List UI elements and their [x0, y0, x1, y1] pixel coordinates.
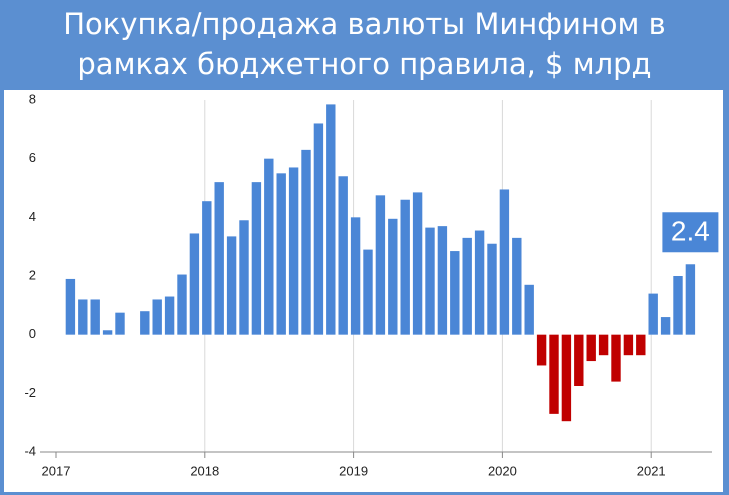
- y-tick-label: 0: [29, 326, 36, 341]
- bar: [660, 317, 671, 335]
- bar: [462, 237, 472, 335]
- bar: [214, 182, 224, 335]
- bar: [115, 312, 125, 335]
- bar: [685, 264, 696, 335]
- y-tick-label: -2: [24, 385, 36, 400]
- bar: [536, 334, 547, 366]
- bar: [388, 218, 398, 335]
- x-tick-label: 2018: [190, 463, 219, 478]
- bar: [350, 217, 361, 335]
- bar: [400, 199, 410, 335]
- bar: [264, 158, 274, 335]
- bar: [450, 251, 460, 335]
- value-label: 2.4: [671, 216, 710, 247]
- bar: [412, 192, 423, 335]
- bar: [425, 227, 435, 335]
- bar: [561, 334, 572, 422]
- bar: [437, 226, 448, 335]
- bar: [586, 334, 596, 362]
- bar: [487, 243, 497, 335]
- bar: [90, 299, 100, 335]
- value-label-box: [662, 212, 719, 253]
- bar: [375, 195, 386, 335]
- y-tick-label: 6: [29, 150, 36, 165]
- bar: [611, 334, 621, 382]
- bar: [189, 233, 200, 335]
- bar: [623, 334, 634, 356]
- bar: [276, 173, 286, 335]
- bar: [326, 104, 336, 335]
- bar: [363, 249, 373, 335]
- bar: [313, 123, 324, 335]
- bar: [474, 230, 485, 335]
- bar: [673, 276, 683, 335]
- bar: [78, 299, 88, 335]
- x-tick-label: 2017: [42, 463, 71, 478]
- bar: [226, 236, 237, 335]
- bar: [598, 334, 609, 356]
- x-tick-label: 2021: [637, 463, 666, 478]
- bar: [152, 299, 162, 335]
- bar: [251, 182, 262, 335]
- bar: [636, 334, 646, 356]
- bar: [574, 334, 584, 386]
- bar: [239, 220, 249, 335]
- bar: [102, 330, 113, 335]
- y-tick-label: -4: [24, 443, 36, 458]
- x-tick-label: 2020: [488, 463, 517, 478]
- bar: [65, 278, 76, 335]
- bar: [549, 334, 559, 414]
- y-tick-label: 4: [29, 209, 36, 224]
- bar: [301, 149, 311, 335]
- bar: [648, 293, 658, 335]
- bar: [288, 167, 299, 335]
- bar: [140, 311, 150, 335]
- x-tick-label: 2019: [339, 463, 368, 478]
- y-tick-label: 2: [29, 267, 36, 282]
- chart-title: Покупка/продажа валюты Минфином в рамках…: [63, 7, 666, 81]
- bar: [164, 296, 175, 335]
- bar: [202, 201, 212, 335]
- bar: [499, 189, 510, 335]
- bar: [338, 176, 348, 335]
- bar: [177, 274, 187, 335]
- y-tick-label: 8: [29, 91, 36, 106]
- bar: [524, 284, 534, 335]
- bar: [512, 237, 522, 335]
